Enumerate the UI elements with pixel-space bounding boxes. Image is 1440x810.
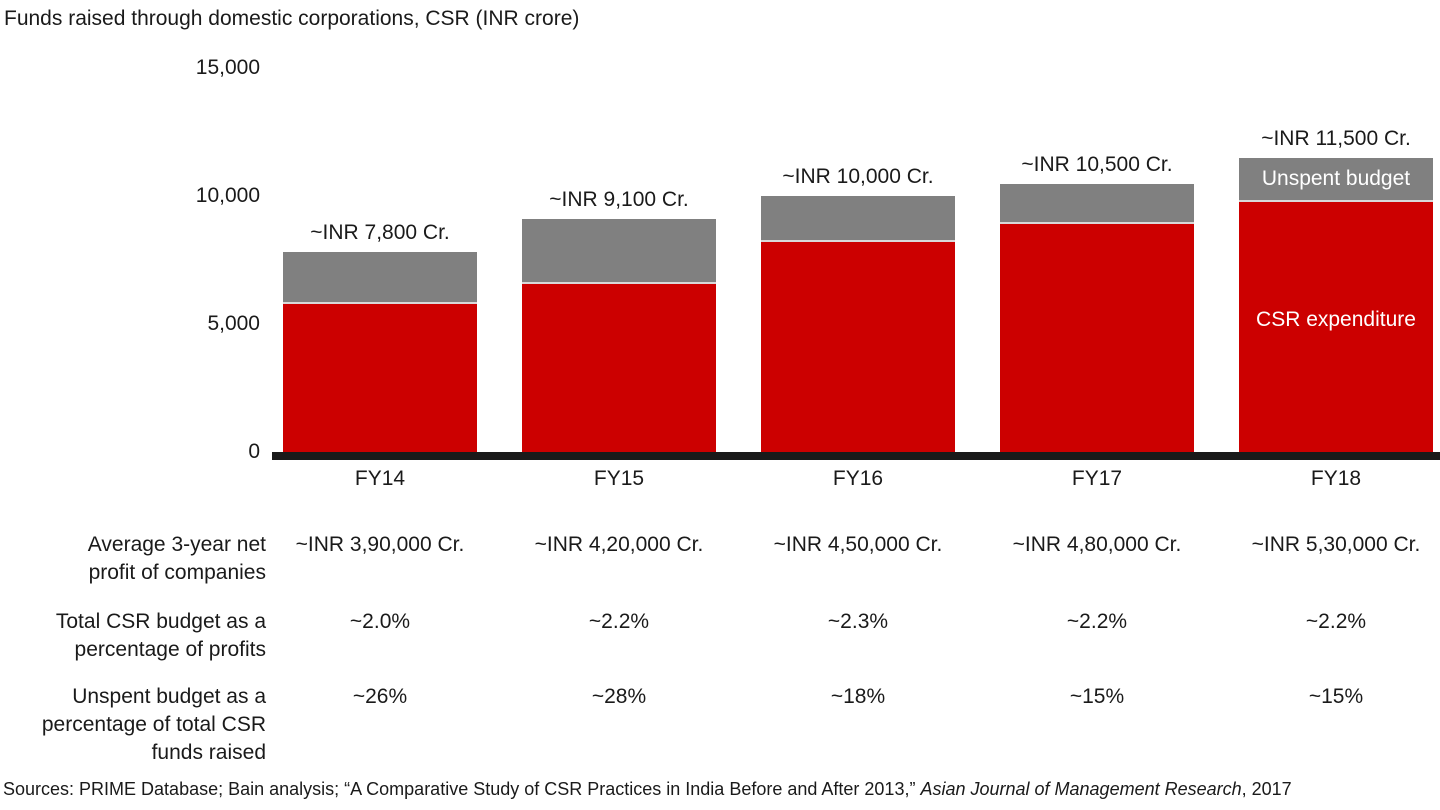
x-axis-label: FY18 <box>1310 467 1362 490</box>
x-axis-label: FY17 <box>1071 467 1123 490</box>
legend-csr-expenditure-label: CSR expenditure <box>1256 308 1416 331</box>
bar-value-label: ~INR 11,500 Cr. <box>1261 127 1411 150</box>
bar-segment-unspent-budget <box>1239 158 1433 202</box>
bar-value-label: ~INR 10,000 Cr. <box>782 165 934 188</box>
table-cell: ~INR 4,20,000 Cr. <box>534 533 704 556</box>
table-cell: ~INR 5,30,000 Cr. <box>1251 533 1421 556</box>
table-cell: ~2.2% <box>1305 610 1367 633</box>
bar-segment-csr-expenditure <box>1239 202 1433 452</box>
table-cell: ~18% <box>830 685 886 708</box>
table-row-label-csr-budget-pct: Total CSR budget as a percentage of prof… <box>55 610 266 661</box>
chart-title: Funds raised through domestic corporatio… <box>4 7 580 30</box>
sources-text: Sources: PRIME Database; Bain analysis; … <box>3 779 921 799</box>
bar-value-label: ~INR 10,500 Cr. <box>1021 153 1173 176</box>
table-cell: ~15% <box>1069 685 1125 708</box>
sources-year: , 2017 <box>1241 779 1292 799</box>
table-cell: ~2.2% <box>1066 610 1128 633</box>
table-cell: ~26% <box>352 685 408 708</box>
table-cell: ~INR 4,80,000 Cr. <box>1012 533 1182 556</box>
table-cell: ~2.2% <box>588 610 650 633</box>
y-axis-tick-label: 15,000 <box>195 56 260 79</box>
table-cell: ~2.3% <box>827 610 889 633</box>
bar-value-label: ~INR 9,100 Cr. <box>549 188 689 211</box>
y-axis-tick-label: 0 <box>248 440 260 463</box>
table-cell: ~INR 4,50,000 Cr. <box>773 533 943 556</box>
bar-segment-csr-expenditure <box>1000 224 1194 452</box>
table-cell: ~2.0% <box>349 610 411 633</box>
y-axis-tick-label: 5,000 <box>207 312 260 335</box>
x-axis-label: FY14 <box>354 467 406 490</box>
table-row-label-net-profit: Average 3-year net profit of companies <box>87 533 266 584</box>
table-cell: ~28% <box>591 685 647 708</box>
table-cell: ~15% <box>1308 685 1364 708</box>
legend-unspent-budget-label: Unspent budget <box>1261 167 1411 190</box>
journal-name: Asian Journal of Management Research <box>920 779 1242 799</box>
bar-segment-unspent-budget <box>761 196 955 242</box>
bar-segment-unspent-budget <box>522 219 716 284</box>
table-row-label-unspent-pct: Unspent budget as a percentage of total … <box>41 685 266 764</box>
bar-segment-csr-expenditure <box>283 304 477 452</box>
bar-segment-csr-expenditure <box>761 242 955 452</box>
x-axis-label: FY15 <box>593 467 645 490</box>
bar-segment-unspent-budget <box>1000 184 1194 224</box>
table-cell: ~INR 3,90,000 Cr. <box>295 533 465 556</box>
x-axis-line <box>272 452 1440 460</box>
bar-segment-csr-expenditure <box>522 284 716 452</box>
y-axis-tick-label: 10,000 <box>195 184 260 207</box>
x-axis-label: FY16 <box>832 467 884 490</box>
bar-value-label: ~INR 7,800 Cr. <box>310 221 450 244</box>
bar-segment-unspent-budget <box>283 252 477 304</box>
sources-note: Sources: PRIME Database; Bain analysis; … <box>3 777 1292 801</box>
